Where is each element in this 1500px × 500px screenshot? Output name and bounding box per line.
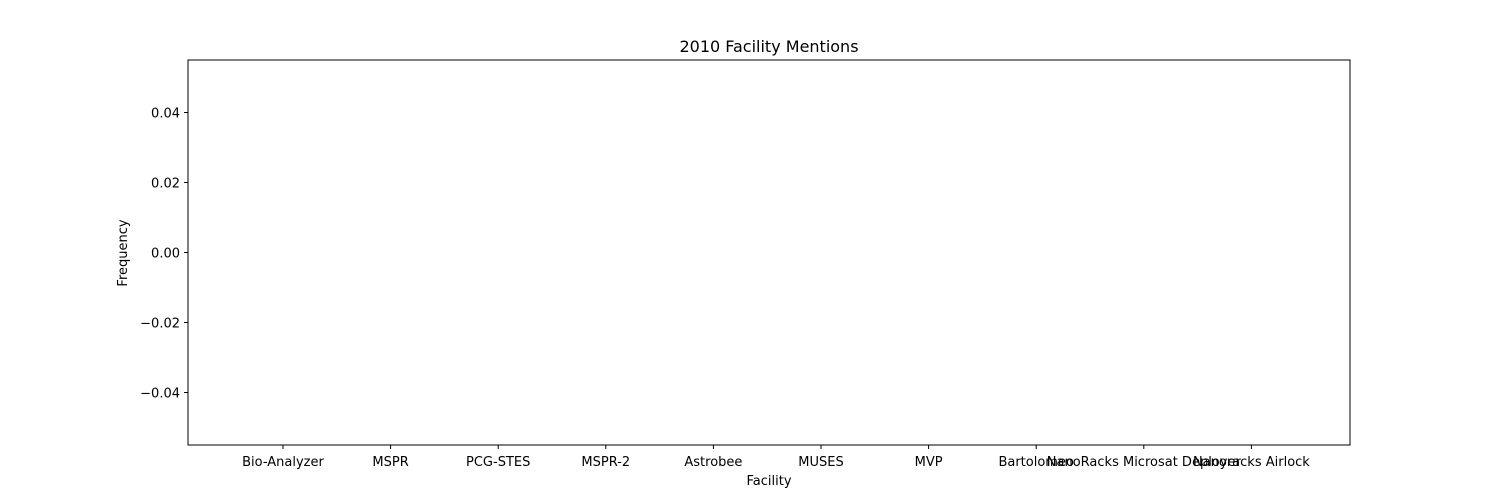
x-tick-label: Bartolomeo <box>998 455 1074 470</box>
y-tick-label: 0.04 <box>151 107 180 122</box>
x-axis: Bio-Analyzer MSPR PCG-STES MSPR-2 Astrobee MU… <box>242 445 1310 470</box>
y-axis: −0.04 −0.02 0.00 0.02 0.04 <box>140 107 188 402</box>
x-tick-label: MSPR <box>372 455 408 470</box>
x-tick-label: Astrobee <box>684 455 742 470</box>
x-tick-label: Bio-Analyzer <box>242 455 324 470</box>
y-tick-label: 0.00 <box>151 247 180 262</box>
x-tick-label: MSPR-2 <box>581 455 630 470</box>
x-tick-label: NanoRacks Microsat Deployer <box>1047 455 1242 470</box>
chart-title: 2010 Facility Mentions <box>679 37 858 56</box>
y-tick-label: −0.04 <box>140 387 180 402</box>
y-tick-label: 0.02 <box>151 177 180 192</box>
x-tick-label: MVP <box>915 455 943 470</box>
x-tick-label: MUSES <box>798 455 843 470</box>
plot-frame <box>187 59 1351 446</box>
y-axis-label: Frequency <box>116 219 131 286</box>
x-axis-label: Facility <box>746 474 791 489</box>
x-tick-label: Nanoracks Airlock <box>1193 455 1310 470</box>
x-tick-label: PCG-STES <box>466 455 530 470</box>
y-tick-label: −0.02 <box>140 317 180 332</box>
